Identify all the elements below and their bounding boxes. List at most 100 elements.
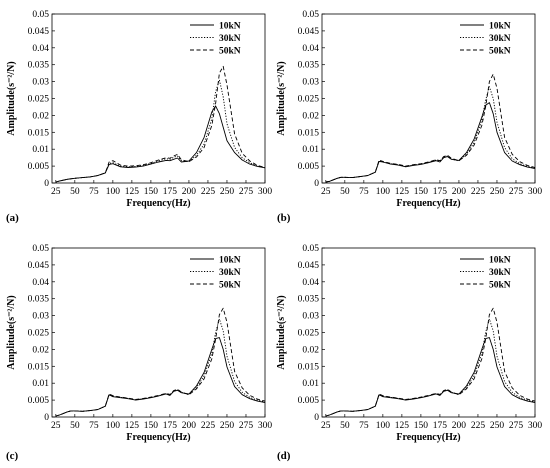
y-tick-label: 0: [314, 179, 319, 189]
y-tick-label: 0.05: [32, 244, 49, 254]
x-tick-label: 100: [376, 187, 391, 197]
x-tick-label: 25: [51, 187, 61, 197]
x-tick-label: 50: [70, 421, 80, 431]
chart-panel-4: 0 0.005 0.01 0.015 0.02 0.025 0.03 0.035 0.04 0.0…: [276, 244, 542, 462]
series-line-50kN: [55, 307, 266, 417]
y-axis-label: Amplitude(s⁻²/N): [6, 295, 17, 369]
panel-label: (b): [277, 212, 291, 224]
x-tick-label: 150: [414, 421, 429, 431]
y-tick-label: 0.03: [302, 78, 319, 88]
y-tick-label: 0.025: [28, 329, 50, 339]
x-tick-label: 50: [70, 187, 80, 197]
x-tick-label: 200: [452, 187, 467, 197]
chart-panel-1: 0 0.005 0.01 0.015 0.02 0.025 0.03 0.035 0.04 0.0…: [6, 10, 272, 224]
panel-label: (c): [6, 450, 19, 462]
x-tick-label: 100: [376, 421, 391, 431]
x-tick-label: 225: [471, 187, 486, 197]
x-tick-label: 150: [414, 187, 429, 197]
x-tick-label: 125: [395, 421, 410, 431]
y-tick-label: 0.04: [302, 44, 319, 54]
y-tick-label: 0.005: [28, 162, 50, 172]
x-axis-label: Frequency(Hz): [126, 432, 190, 443]
y-tick-label: 0.015: [28, 128, 50, 138]
legend-label: 10kN: [489, 22, 511, 32]
y-tick-label: 0.025: [298, 329, 320, 339]
x-tick-label: 100: [106, 421, 121, 431]
x-tick-label: 125: [125, 187, 140, 197]
y-tick-label: 0.035: [298, 295, 320, 305]
x-tick-label: 150: [144, 421, 159, 431]
x-tick-label: 225: [201, 421, 216, 431]
y-tick-label: 0: [44, 179, 49, 189]
legend-label: 30kN: [489, 268, 511, 278]
y-tick-label: 0.005: [298, 162, 320, 172]
x-tick-label: 100: [106, 187, 121, 197]
x-tick-label: 275: [239, 421, 254, 431]
x-tick-label: 225: [201, 187, 216, 197]
y-tick-label: 0.02: [32, 345, 49, 355]
chart-panel-3: 0 0.005 0.01 0.015 0.02 0.025 0.03 0.035 0.04 0.0…: [6, 244, 272, 462]
x-tick-label: 175: [433, 421, 448, 431]
x-axis-label: Frequency(Hz): [396, 198, 460, 209]
x-tick-label: 25: [321, 187, 331, 197]
x-tick-label: 300: [528, 187, 543, 197]
y-tick-label: 0: [44, 413, 49, 423]
x-tick-label: 275: [239, 187, 254, 197]
series-line-30kN: [325, 86, 536, 183]
y-tick-label: 0.005: [298, 396, 320, 406]
y-tick-label: 0.01: [302, 145, 319, 155]
y-tick-label: 0.045: [28, 261, 50, 271]
y-tick-label: 0.03: [32, 78, 49, 88]
series-line-30kN: [55, 79, 266, 183]
x-tick-label: 250: [220, 187, 235, 197]
series-line-10kN: [325, 337, 536, 417]
x-tick-label: 275: [509, 187, 524, 197]
y-tick-label: 0.04: [302, 278, 319, 288]
x-tick-label: 75: [359, 187, 369, 197]
x-tick-label: 75: [359, 421, 369, 431]
y-tick-label: 0.05: [302, 10, 319, 20]
series-line-50kN: [325, 73, 536, 183]
legend-label: 50kN: [489, 47, 511, 57]
series-line-10kN: [55, 105, 266, 183]
x-tick-label: 300: [258, 421, 273, 431]
y-tick-label: 0.04: [32, 278, 49, 288]
x-tick-label: 200: [182, 421, 197, 431]
x-tick-label: 300: [258, 187, 273, 197]
y-tick-label: 0.01: [32, 145, 49, 155]
y-axis-label: Amplitude(s⁻²/N): [276, 295, 287, 369]
y-tick-label: 0.05: [32, 10, 49, 20]
legend-label: 50kN: [219, 281, 241, 291]
y-axis-label: Amplitude(s⁻²/N): [276, 61, 287, 135]
panel-label: (a): [6, 212, 19, 224]
y-tick-label: 0.05: [302, 244, 319, 254]
x-axis-label: Frequency(Hz): [396, 432, 460, 443]
x-tick-label: 125: [395, 187, 410, 197]
x-tick-label: 25: [51, 421, 61, 431]
y-tick-label: 0.005: [28, 396, 50, 406]
y-axis-label: Amplitude(s⁻²/N): [6, 61, 17, 135]
y-tick-label: 0.035: [298, 61, 320, 71]
legend-label: 30kN: [489, 34, 511, 44]
chart-panel-2: 0 0.005 0.01 0.015 0.02 0.025 0.03 0.035 0.04 0.0…: [276, 10, 542, 224]
panel-label: (d): [277, 450, 291, 462]
x-tick-label: 200: [182, 187, 197, 197]
legend-label: 30kN: [219, 34, 241, 44]
y-tick-label: 0.025: [28, 95, 50, 105]
y-tick-label: 0.035: [28, 61, 50, 71]
x-tick-label: 275: [509, 421, 524, 431]
y-tick-label: 0.01: [302, 379, 319, 389]
y-tick-label: 0.04: [32, 44, 49, 54]
legend-label: 10kN: [219, 22, 241, 32]
y-tick-label: 0.03: [32, 312, 49, 322]
x-tick-label: 75: [89, 421, 99, 431]
series-line-10kN: [55, 337, 266, 417]
series-line-30kN: [325, 318, 536, 417]
series-line-10kN: [325, 102, 536, 183]
legend-label: 10kN: [489, 256, 511, 266]
legend-label: 10kN: [219, 256, 241, 266]
x-tick-label: 250: [490, 187, 505, 197]
x-tick-label: 175: [163, 187, 178, 197]
y-tick-label: 0.025: [298, 95, 320, 105]
